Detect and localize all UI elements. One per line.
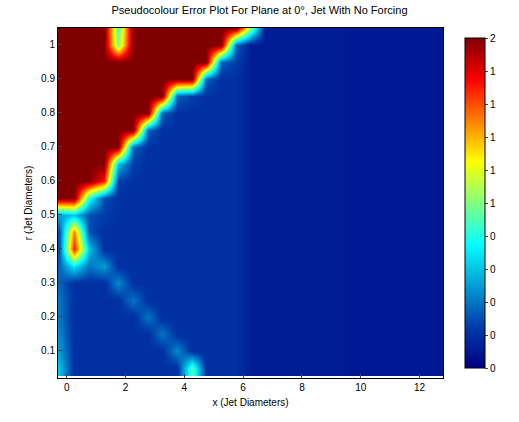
svg-text:0.4: 0.4 — [41, 243, 55, 254]
svg-text:Pseudocolour Error Plot For Pl: Pseudocolour Error Plot For Plane at 0°,… — [111, 4, 407, 16]
svg-text:2: 2 — [123, 382, 129, 393]
svg-text:x (Jet Diameters): x (Jet Diameters) — [212, 397, 288, 408]
svg-text:0.3: 0.3 — [41, 277, 55, 288]
svg-text:1: 1 — [490, 66, 496, 77]
svg-text:10: 10 — [355, 382, 367, 393]
svg-text:1: 1 — [490, 99, 496, 110]
svg-text:12: 12 — [414, 382, 426, 393]
svg-text:0: 0 — [490, 297, 496, 308]
svg-text:0.8: 0.8 — [41, 107, 55, 118]
svg-text:1: 1 — [490, 198, 496, 209]
svg-text:0.5: 0.5 — [41, 209, 55, 220]
svg-text:r (Jet Diameters): r (Jet Diameters) — [23, 166, 34, 240]
svg-text:0: 0 — [490, 330, 496, 341]
svg-text:1: 1 — [49, 39, 55, 50]
svg-text:1: 1 — [490, 132, 496, 143]
svg-text:4: 4 — [182, 382, 188, 393]
svg-text:2: 2 — [490, 33, 496, 44]
svg-text:0.6: 0.6 — [41, 175, 55, 186]
svg-text:0: 0 — [490, 363, 496, 374]
svg-text:0.1: 0.1 — [41, 345, 55, 356]
svg-text:8: 8 — [299, 382, 305, 393]
svg-text:0: 0 — [490, 264, 496, 275]
svg-text:6: 6 — [240, 382, 246, 393]
svg-text:0.2: 0.2 — [41, 311, 55, 322]
svg-text:1: 1 — [490, 165, 496, 176]
svg-text:0: 0 — [64, 382, 70, 393]
svg-text:0.7: 0.7 — [41, 141, 55, 152]
svg-text:0: 0 — [490, 231, 496, 242]
svg-text:0.9: 0.9 — [41, 73, 55, 84]
